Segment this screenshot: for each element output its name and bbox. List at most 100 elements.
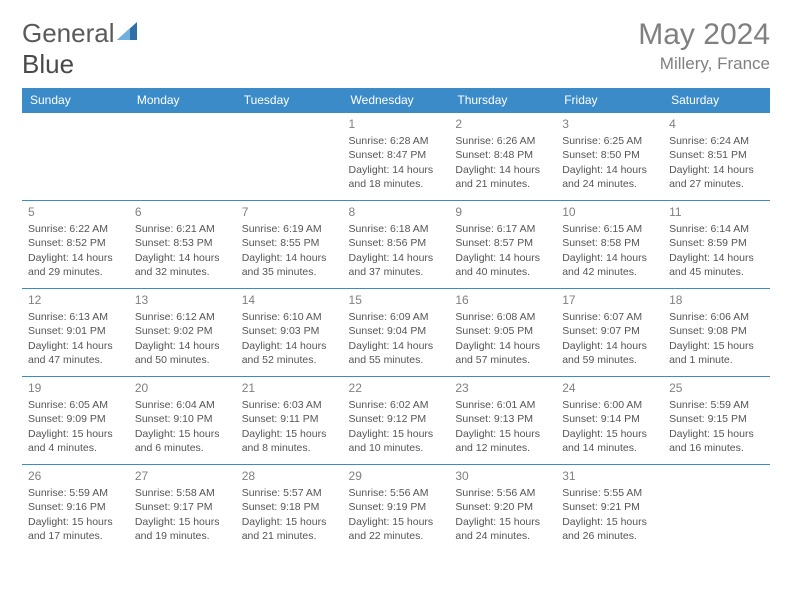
calendar-page: GeneralBlue May 2024 Millery, France Sun… [0,0,792,571]
calendar-empty-cell [663,465,770,553]
day-info-line: Sunset: 9:14 PM [562,412,657,426]
calendar-day-cell: 10Sunrise: 6:15 AMSunset: 8:58 PMDayligh… [556,201,663,289]
day-info-line: Sunset: 8:59 PM [669,236,764,250]
day-info-line: Sunrise: 5:59 AM [28,486,123,500]
calendar-day-cell: 9Sunrise: 6:17 AMSunset: 8:57 PMDaylight… [449,201,556,289]
day-info-line: Daylight: 15 hours [135,515,230,529]
day-number: 26 [28,468,123,484]
weekday-header: Tuesday [236,88,343,113]
month-title: May 2024 [638,18,770,52]
day-info-line: Sunset: 8:57 PM [455,236,550,250]
day-info-line: Sunset: 8:47 PM [349,148,444,162]
calendar-day-cell: 20Sunrise: 6:04 AMSunset: 9:10 PMDayligh… [129,377,236,465]
day-info-line: Daylight: 15 hours [669,339,764,353]
brand-logo: GeneralBlue [22,18,139,80]
day-info-line: and 14 minutes. [562,441,657,455]
day-number: 10 [562,204,657,220]
day-info-line: and 6 minutes. [135,441,230,455]
day-number: 12 [28,292,123,308]
day-info-line: Sunrise: 5:59 AM [669,398,764,412]
day-info-line: and 17 minutes. [28,529,123,543]
weekday-header: Saturday [663,88,770,113]
day-info-line: Sunrise: 6:25 AM [562,134,657,148]
day-info-line: Daylight: 14 hours [455,339,550,353]
day-info-line: Daylight: 14 hours [242,251,337,265]
weekday-header: Friday [556,88,663,113]
calendar-day-cell: 5Sunrise: 6:22 AMSunset: 8:52 PMDaylight… [22,201,129,289]
calendar-head: SundayMondayTuesdayWednesdayThursdayFrid… [22,88,770,113]
day-info-line: Sunset: 9:07 PM [562,324,657,338]
day-info-line: Sunset: 8:52 PM [28,236,123,250]
day-info-line: Sunrise: 6:26 AM [455,134,550,148]
day-info-line: and 59 minutes. [562,353,657,367]
day-info-line: Daylight: 14 hours [349,339,444,353]
day-number: 3 [562,116,657,132]
day-info-line: Sunrise: 6:02 AM [349,398,444,412]
day-info-line: and 12 minutes. [455,441,550,455]
calendar-day-cell: 3Sunrise: 6:25 AMSunset: 8:50 PMDaylight… [556,113,663,201]
calendar-day-cell: 21Sunrise: 6:03 AMSunset: 9:11 PMDayligh… [236,377,343,465]
day-info-line: and 37 minutes. [349,265,444,279]
day-number: 6 [135,204,230,220]
day-info-line: and 10 minutes. [349,441,444,455]
day-info-line: and 1 minute. [669,353,764,367]
calendar-day-cell: 7Sunrise: 6:19 AMSunset: 8:55 PMDaylight… [236,201,343,289]
day-info-line: Sunrise: 6:10 AM [242,310,337,324]
day-number: 11 [669,204,764,220]
calendar-day-cell: 19 Sunrise: 6:05 AMSunset: 9:09 PMDayligh… [22,377,129,465]
day-number: 21 [242,380,337,396]
calendar-day-cell: 18Sunrise: 6:06 AMSunset: 9:08 PMDayligh… [663,289,770,377]
calendar-empty-cell [22,113,129,201]
day-number: 23 [455,380,550,396]
day-info-line: Sunrise: 5:58 AM [135,486,230,500]
day-info-line: Daylight: 15 hours [242,515,337,529]
calendar-week-row: 12Sunrise: 6:13 AMSunset: 9:01 PMDayligh… [22,289,770,377]
day-info-line: Daylight: 15 hours [562,515,657,529]
day-info-line: Sunrise: 5:57 AM [242,486,337,500]
day-info-line: Daylight: 15 hours [455,515,550,529]
day-info-line: and 29 minutes. [28,265,123,279]
calendar-day-cell: 23Sunrise: 6:01 AMSunset: 9:13 PMDayligh… [449,377,556,465]
calendar-day-cell: 27Sunrise: 5:58 AMSunset: 9:17 PMDayligh… [129,465,236,553]
day-info-line: Sunset: 8:48 PM [455,148,550,162]
day-info-line: Daylight: 15 hours [135,427,230,441]
day-info-line: Sunrise: 6:05 AM [28,398,123,412]
brand-part1: General [22,18,115,48]
calendar-day-cell: 25Sunrise: 5:59 AMSunset: 9:15 PMDayligh… [663,377,770,465]
calendar-week-row: 26 Sunrise: 5:59 AMSunset: 9:16 PM Dayligh… [22,465,770,553]
day-info-line: Sunrise: 6:17 AM [455,222,550,236]
calendar-day-cell: 26Sunrise: 5:59 AMSunset: 9:16 PMDayligh… [22,465,129,553]
brand-text: GeneralBlue [22,18,139,80]
day-info-line: Sunrise: 6:22 AM [28,222,123,236]
day-info-line: Sunset: 9:09 PM [28,412,123,426]
day-info-line: Sunrise: 6:14 AM [669,222,764,236]
day-number: 7 [242,204,337,220]
day-number: 19 [28,380,123,396]
weekday-header: Sunday [22,88,129,113]
day-info-line: Sunset: 8:56 PM [349,236,444,250]
calendar-day-cell: 31Sunrise: 5:55 AMSunset: 9:21 PMDayligh… [556,465,663,553]
day-info-line: and 45 minutes. [669,265,764,279]
day-info-line: Sunrise: 6:07 AM [562,310,657,324]
day-info-line: and 50 minutes. [135,353,230,367]
day-number: 1 [349,116,444,132]
day-info-line: Sunset: 8:51 PM [669,148,764,162]
day-info-line: Sunrise: 6:28 AM [349,134,444,148]
location-label: Millery, France [638,54,770,74]
sail-icon [117,18,139,49]
day-info-line: Sunrise: 5:55 AM [562,486,657,500]
day-info-line: Sunrise: 6:08 AM [455,310,550,324]
weekday-row: SundayMondayTuesdayWednesdayThursdayFrid… [22,88,770,113]
calendar-day-cell: 30Sunrise: 5:56 AMSunset: 9:20 PMDayligh… [449,465,556,553]
day-info-line: Daylight: 15 hours [28,427,123,441]
day-number: 8 [349,204,444,220]
calendar-day-cell: 13Sunrise: 6:12 AMSunset: 9:02 PMDayligh… [129,289,236,377]
day-info-line: Sunset: 9:05 PM [455,324,550,338]
day-info-line: Sunset: 9:16 PM [28,500,123,514]
day-number: 29 [349,468,444,484]
day-info-line: Daylight: 14 hours [562,339,657,353]
day-number: 28 [242,468,337,484]
calendar-day-cell: 4Sunrise: 6:24 AMSunset: 8:51 PMDaylight… [663,113,770,201]
day-info-line: Sunset: 9:12 PM [349,412,444,426]
calendar-body: 1 Sunrise: 6:28 AMSunset: 8:47 PM Daylight… [22,113,770,553]
